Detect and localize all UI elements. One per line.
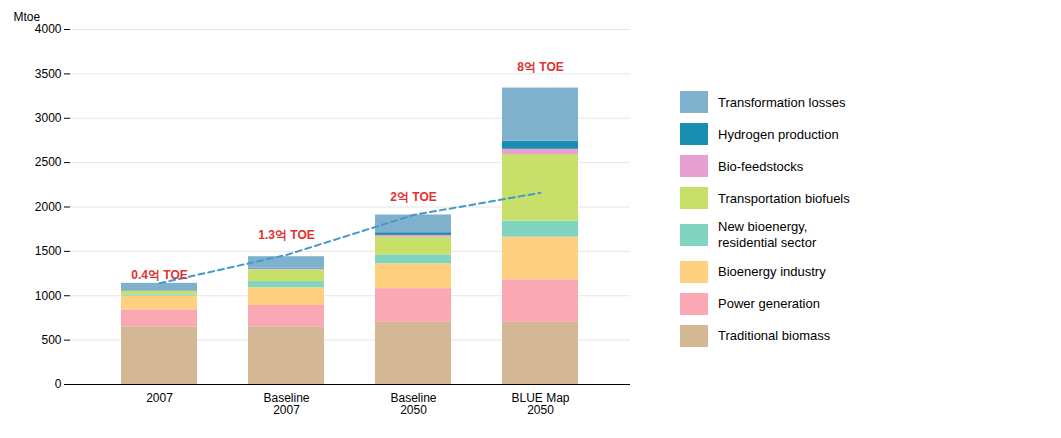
svg-text:2000: 2000 [35, 200, 62, 214]
svg-text:1.3억 TOE: 1.3억 TOE [258, 228, 314, 242]
svg-text:BLUE Map2050: BLUE Map2050 [511, 391, 569, 417]
svg-text:4000: 4000 [35, 22, 62, 36]
svg-text:2500: 2500 [35, 155, 62, 169]
svg-text:0.4억 TOE: 0.4억 TOE [131, 268, 187, 282]
svg-text:1000: 1000 [35, 289, 62, 303]
svg-text:0: 0 [55, 377, 62, 391]
html-text:Hydrogen production: Hydrogen production [718, 126, 839, 142]
html-text:Transformation losses: Transformation losses [718, 94, 846, 110]
svg-text:Baseline2050: Baseline2050 [390, 391, 436, 417]
svg-text:500: 500 [41, 333, 61, 347]
svg-text:Baseline2007: Baseline2007 [263, 391, 309, 417]
html-text:Traditional biomass: Traditional biomass [718, 327, 831, 343]
svg-text:1500: 1500 [35, 244, 62, 258]
svg-text:Mtoe: Mtoe [14, 10, 41, 24]
html-text:Transportation biofuels: Transportation biofuels [718, 190, 850, 206]
svg-text:8억 TOE: 8억 TOE [517, 60, 563, 74]
svg-text:3500: 3500 [35, 67, 62, 81]
html-text:Power generation: Power generation [718, 295, 820, 311]
html-text:New bioenergy, residential sec: New bioenergy, residential sector [718, 219, 817, 250]
svg-text:3000: 3000 [35, 111, 62, 125]
svg-text:2억 TOE: 2억 TOE [390, 190, 436, 204]
html-text:Bio-feedstocks: Bio-feedstocks [718, 158, 804, 174]
svg-text:2007: 2007 [146, 391, 173, 405]
html-text:Bioenergy industry: Bioenergy industry [718, 263, 826, 279]
